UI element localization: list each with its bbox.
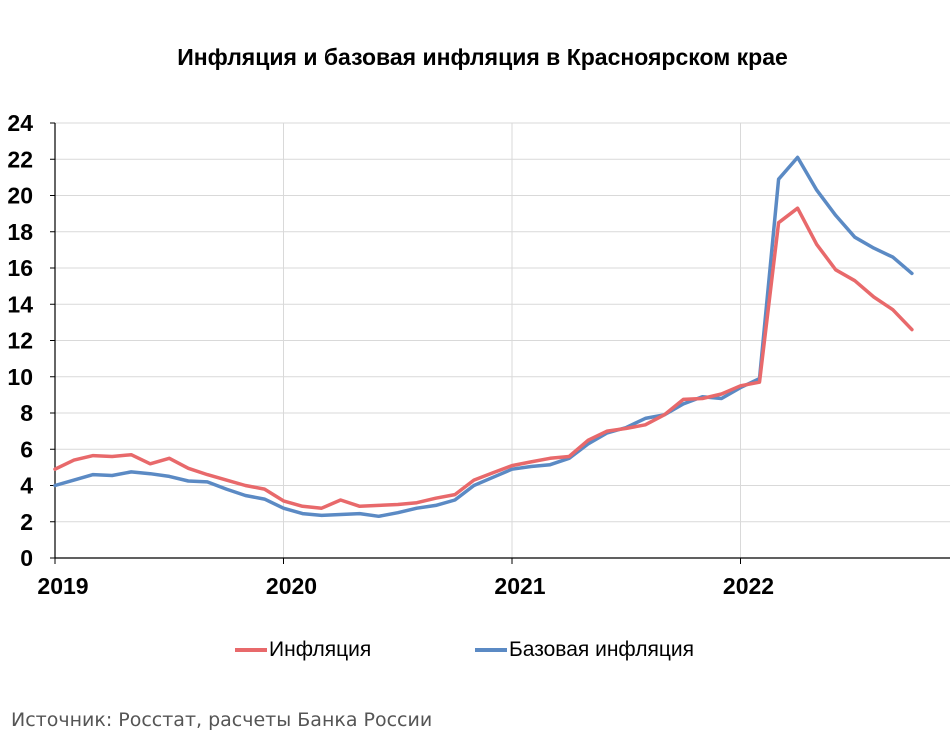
y-tick-label: 10 (7, 364, 33, 390)
series-line-inflation (53, 206, 914, 510)
grid-lines (55, 122, 950, 558)
y-tick-label: 24 (7, 110, 33, 136)
x-tick-label: 2020 (266, 573, 317, 599)
y-tick-label: 18 (7, 219, 33, 245)
legend-label-inflation: Инфляция (269, 638, 372, 661)
series-lines (53, 155, 914, 519)
y-tick-label: 16 (7, 255, 33, 281)
x-tick-label: 2019 (37, 573, 88, 599)
y-tick-label: 8 (20, 400, 33, 426)
source-note: Источник: Росстат, расчеты Банка России (11, 709, 433, 731)
x-tick-labels: 2019 2020 2021 2022 (37, 573, 774, 599)
series-line-core-inflation (53, 155, 914, 519)
y-tick-label: 22 (7, 146, 33, 172)
y-tick-label: 0 (20, 545, 33, 571)
y-tick-label: 20 (7, 183, 33, 209)
y-tick-label: 6 (20, 436, 33, 462)
y-tick-label: 4 (20, 473, 33, 499)
legend-item-inflation: Инфляция (235, 638, 371, 662)
y-tick-label: 12 (7, 328, 33, 354)
y-tick-label: 14 (7, 291, 33, 317)
legend-label-core-inflation: Базовая инфляция (509, 638, 695, 661)
legend-swatch-inflation (235, 648, 267, 652)
x-tick-label: 2021 (494, 573, 545, 599)
legend-swatch-core-inflation (475, 648, 507, 652)
legend-item-core-inflation: Базовая инфляция (475, 638, 694, 662)
y-tick-label: 2 (20, 509, 33, 535)
x-tick-label: 2022 (723, 573, 774, 599)
chart-title: Инфляция и базовая инфляция в Красноярск… (177, 44, 788, 70)
legend: Инфляция Базовая инфляция (0, 638, 950, 666)
